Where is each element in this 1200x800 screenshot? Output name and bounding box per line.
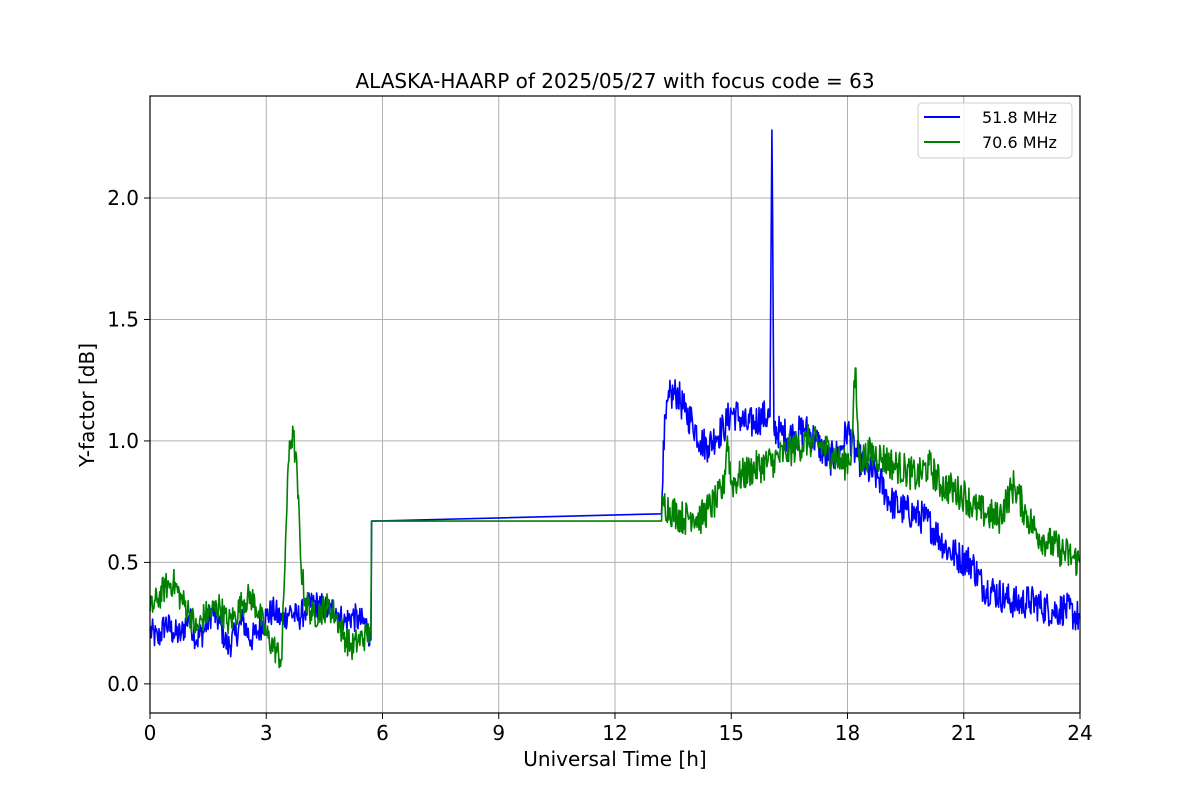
x-axis-label: Universal Time [h] [523,747,706,771]
x-tick-label: 15 [719,721,744,745]
y-axis-label: Y-factor [dB] [75,343,99,468]
y-tick-label: 1.0 [107,429,139,453]
y-tick-label: 1.5 [107,307,139,331]
x-tick-label: 24 [1067,721,1092,745]
y-tick-label: 0.0 [107,672,139,696]
x-tick-label: 21 [951,721,976,745]
x-tick-label: 9 [492,721,505,745]
legend-label-51-8: 51.8 MHz [982,108,1057,127]
x-tick-label: 12 [602,721,627,745]
y-tick-label: 0.5 [107,550,139,574]
chart-title: ALASKA-HAARP of 2025/05/27 with focus co… [355,69,874,93]
x-tick-label: 3 [260,721,273,745]
axis-ticks: 0 3 6 9 12 15 18 21 24 0.0 0.5 1.0 1.5 2.0 [107,186,1093,745]
x-tick-label: 0 [144,721,157,745]
legend: 51.8 MHz 70.6 MHz [917,102,1073,159]
legend-label-70-6: 70.6 MHz [982,133,1057,152]
x-tick-label: 18 [835,721,860,745]
series-line-70-6-mhz [149,367,1081,669]
y-tick-label: 2.0 [107,186,139,210]
series-line-51-8-mhz [149,129,1081,658]
x-tick-label: 6 [376,721,389,745]
data-series [149,129,1081,669]
